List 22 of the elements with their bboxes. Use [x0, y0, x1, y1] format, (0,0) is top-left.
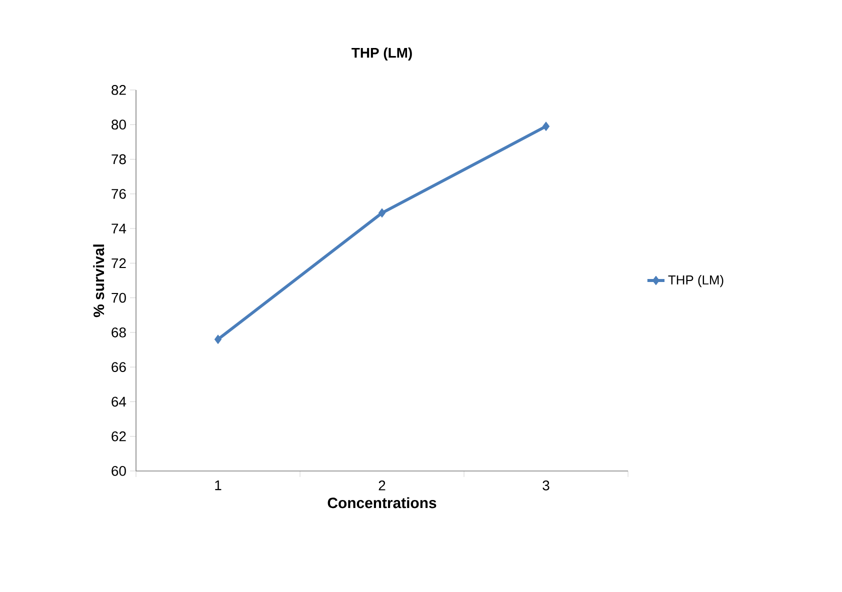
y-axis-title: % survival: [93, 244, 104, 318]
point: [378, 208, 386, 218]
y-tick-label: 82: [112, 85, 126, 95]
y-tick-label: 68: [112, 327, 126, 338]
y-tick-label: 60: [112, 466, 126, 476]
point: [214, 334, 222, 344]
point: [542, 122, 550, 132]
x-tick-label: 2: [378, 480, 386, 490]
y-tick-label: 62: [112, 431, 126, 442]
x-tick-label: 3: [542, 480, 550, 490]
chart-title: THP (LM): [352, 47, 412, 60]
x-axis-title: Concentrations: [328, 497, 436, 508]
y-tick-label: 76: [112, 188, 126, 199]
y-tick-label: 78: [112, 154, 126, 164]
y-tick-label: 64: [112, 396, 126, 407]
y-tick-label: 74: [112, 224, 126, 234]
y-tick-label: 80: [112, 120, 126, 130]
y-tick-label: 66: [112, 362, 126, 372]
legend-label: THP (LM): [668, 275, 724, 288]
y-tick-label: 72: [112, 258, 126, 268]
x-tick-label: 1: [215, 480, 222, 490]
y-tick-label: 70: [112, 292, 126, 303]
